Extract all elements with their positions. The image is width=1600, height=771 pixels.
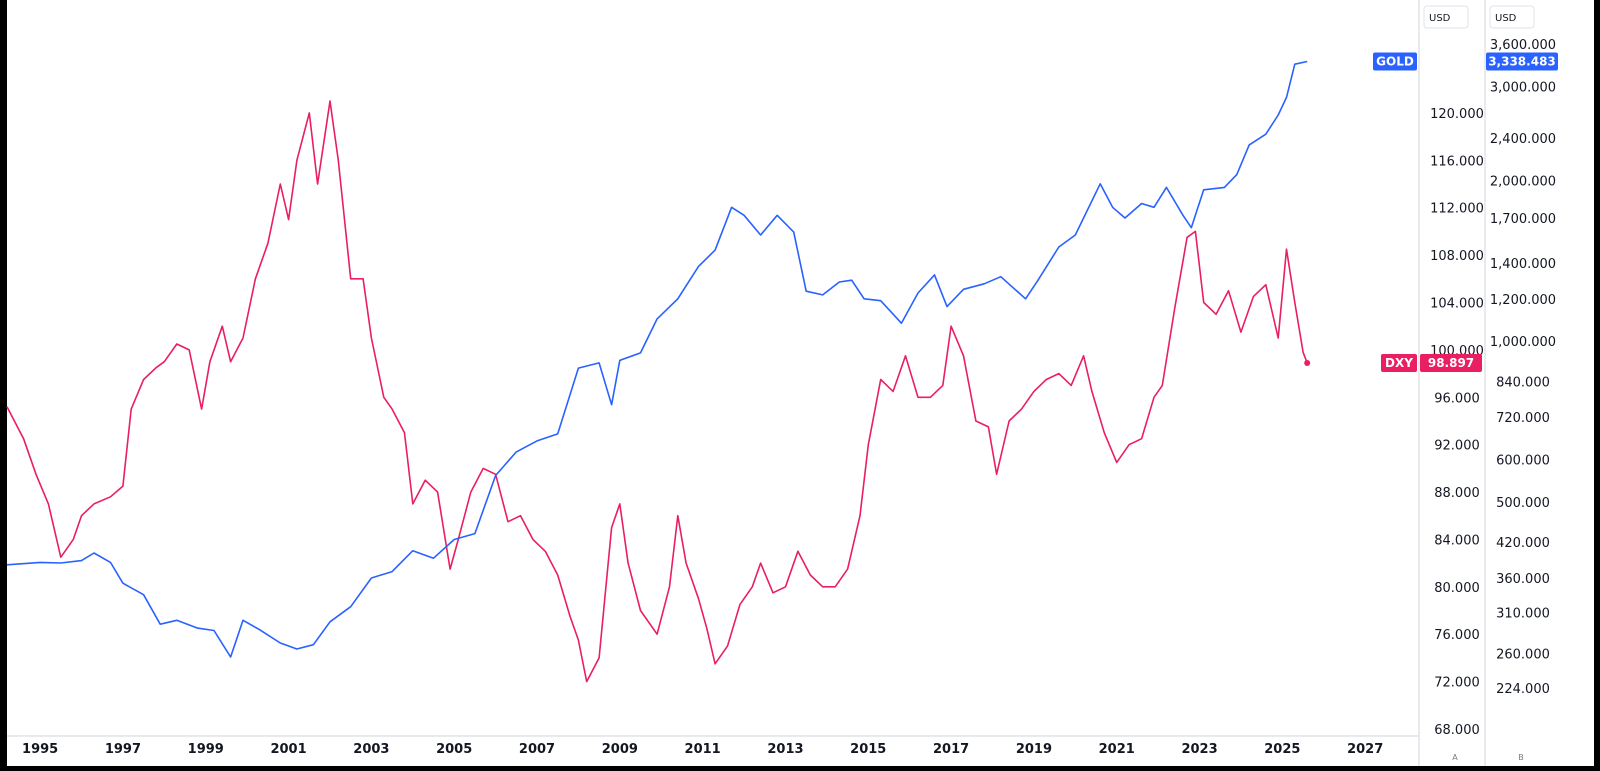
series-name-label: GOLD: [1376, 54, 1414, 68]
scale-a-tick-label: 108.000: [1430, 249, 1484, 264]
scale-b-tick-label: 420.000: [1496, 536, 1550, 551]
series-name-badge: [1373, 52, 1417, 71]
time-tick-label: 2025: [1264, 742, 1300, 757]
scale-b-tick-label: 1,200.000: [1490, 293, 1556, 308]
scale-a-tick-label: 116.000: [1430, 154, 1484, 169]
last-value-badge: [1486, 52, 1558, 71]
time-tick-label: 2015: [850, 742, 886, 757]
time-tick-label: 2007: [519, 742, 555, 757]
scale-a-tick-label: 80.000: [1434, 581, 1480, 596]
series-line-gold[interactable]: [6, 60, 1308, 658]
scale-a-tick-label: 72.000: [1434, 676, 1480, 691]
series-name-badge: [1381, 353, 1417, 372]
scale-b-tick-label: 2,400.000: [1490, 132, 1556, 147]
last-point-dxy: [1304, 359, 1311, 366]
plot-area[interactable]: [6, 60, 1311, 683]
time-tick-label: 2027: [1347, 742, 1383, 757]
time-tick-label: 2009: [602, 742, 638, 757]
scale-b-unit-box[interactable]: [1489, 5, 1535, 29]
scale-b-tick-label: 600.000: [1496, 454, 1550, 469]
time-tick-label: 1997: [105, 742, 141, 757]
time-tick-label: 1995: [22, 742, 58, 757]
scale-b-tick-label: 2,000.000: [1490, 174, 1556, 189]
time-tick-label: 2003: [353, 742, 389, 757]
scale-b-tick-label: 500.000: [1496, 496, 1550, 511]
scale-a-unit: USD: [1429, 13, 1451, 24]
scale-a-tick-label: 84.000: [1434, 533, 1480, 548]
scale-b-tick-label: 1,700.000: [1490, 212, 1556, 227]
last-value-badge: [1420, 353, 1482, 372]
time-tick-label: 2013: [767, 742, 803, 757]
time-tick-label: 1999: [188, 742, 224, 757]
time-axis[interactable]: 1995 1997 1999 2001 2003 2005 2007 2009 2011 2013…: [22, 742, 1383, 757]
scale-b-unit: USD: [1495, 13, 1517, 24]
scale-b-tick-label: 1,000.000: [1490, 335, 1556, 350]
scale-a-tick-label: 68.000: [1434, 723, 1480, 738]
scale-b-tick-label: 3,000.000: [1490, 80, 1556, 95]
scale-b-tick-label: 310.000: [1496, 607, 1550, 622]
last-value-label: 3,338.483: [1488, 54, 1556, 68]
scale-a-button[interactable]: A: [1452, 753, 1458, 762]
scale-b-tick-label: 224.000: [1496, 682, 1550, 697]
time-tick-label: 2011: [685, 742, 721, 757]
last-value-label: 98.897: [1428, 356, 1474, 370]
time-tick-label: 2023: [1181, 742, 1217, 757]
scale-a-tick-label: 104.000: [1430, 296, 1484, 311]
scale-a-tick-label: 96.000: [1434, 391, 1480, 406]
scale-a-tick-label: 112.000: [1430, 202, 1484, 217]
time-tick-label: 2017: [933, 742, 969, 757]
scale-a-unit-box[interactable]: [1423, 5, 1469, 29]
series-name-label: DXY: [1385, 356, 1413, 370]
chart-background: [7, 0, 1594, 766]
scale-a-tick-label: 120.000: [1430, 107, 1484, 122]
last-price-badges: DXY 98.897 GOLD 3,338.483: [1373, 52, 1558, 372]
scale-a-tick-label: 88.000: [1434, 486, 1480, 501]
scale-a-tick-label: 92.000: [1434, 439, 1480, 454]
scale-a-tick-label: 76.000: [1434, 628, 1480, 643]
time-tick-label: 2021: [1099, 742, 1135, 757]
scale-b-tick-label: 720.000: [1496, 411, 1550, 426]
scale-b-tick-label: 360.000: [1496, 572, 1550, 587]
time-tick-label: 2005: [436, 742, 472, 757]
scale-b-button[interactable]: B: [1518, 753, 1524, 762]
scale-b-tick-label: 260.000: [1496, 647, 1550, 662]
scale-b-tick-label: 840.000: [1496, 375, 1550, 390]
time-tick-label: 2001: [270, 742, 306, 757]
price-scale-b[interactable]: USD 3,600.000 3,000.000 2,400.000 2,000.000 1…: [1489, 5, 1556, 762]
scale-b-tick-label: 1,400.000: [1490, 257, 1556, 272]
scale-b-tick-label: 3,600.000: [1490, 38, 1556, 53]
time-tick-label: 2019: [1016, 742, 1052, 757]
series-line-dxy[interactable]: [6, 100, 1308, 683]
